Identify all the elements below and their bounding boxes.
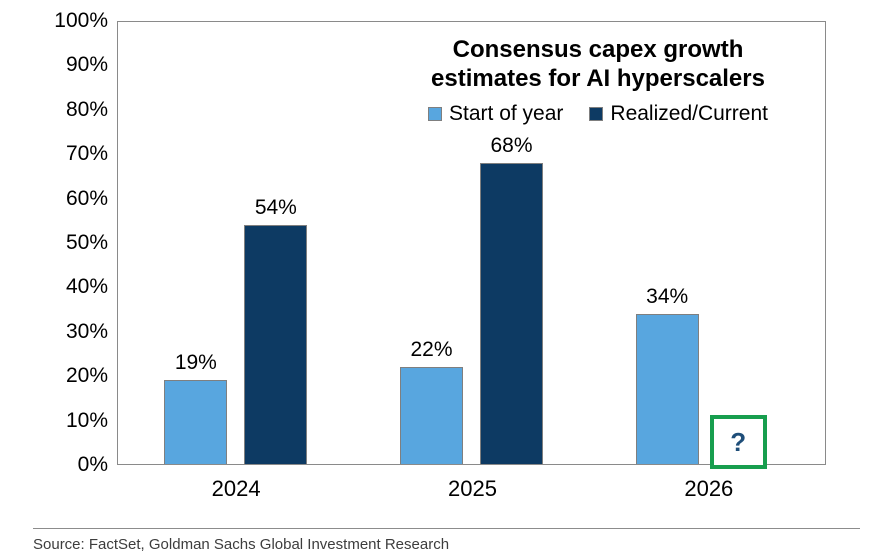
chart-title-line2: estimates for AI hyperscalers [431,65,765,92]
chart-title-line1: Consensus capex growth [452,36,744,63]
y-axis-tick-label-50: 50% [65,231,108,254]
legend-item-start-of-year: Start of year [428,102,563,126]
bars-layer: 19% 54% 22% 68% 34%? [118,22,825,469]
y-axis-tick-label-10: 10% [65,408,108,432]
x-axis-label-2024: 2024 [211,476,261,501]
y-axis-tick-label-60: 60% [65,186,108,210]
bar-value-label-start-of-year-2025: 22% [410,337,453,361]
x-axis: 2024 2025 2026 [118,476,827,506]
legend-swatch-start-of-year-icon [428,107,443,121]
bar-start-of-year-2026 [635,313,699,464]
bar-realized-current-2025 [480,163,543,464]
y-axis-tick-label-40: 40% [65,275,108,299]
y-axis-tick-label-100: 100% [54,9,108,32]
source-text: Source: FactSet, Goldman Sachs Global In… [33,536,450,553]
legend: Start of year Realized/Current [386,102,810,126]
bar-start-of-year-2025 [400,366,463,464]
y-axis-tick-label-70: 70% [65,142,108,166]
y-axis: 0% 10% 20% 30% 40% 50% 60% 70% 80% 90% 100% [0,0,108,560]
y-axis-tick-label-20: 20% [65,364,108,388]
chart-title: Consensus capex growth estimates for AI … [386,35,810,93]
y-axis-tick-label-90: 90% [65,53,108,77]
bar-value-label-realized-current-2025: 68% [490,134,533,158]
legend-label-realized-current: Realized/Current [610,102,768,125]
question-mark: ? [730,426,747,457]
y-axis-tick-label-0: 0% [77,453,108,476]
legend-item-realized-current: Realized/Current [589,102,768,126]
unknown-value-box-2026: ? [709,415,767,469]
x-axis-label-2026: 2026 [684,476,734,501]
x-axis-label-2025: 2025 [448,476,497,501]
bar-value-label-start-of-year-2024: 19% [174,351,217,375]
plot-area: Consensus capex growth estimates for AI … [117,21,826,469]
bar-value-label-realized-current-2024: 54% [254,196,297,220]
bar-start-of-year-2024 [164,380,228,464]
source-divider [33,528,860,529]
y-axis-tick-label-30: 30% [65,319,108,343]
legend-swatch-realized-current-icon [589,107,604,121]
bar-realized-current-2024 [244,225,308,464]
legend-label-start-of-year: Start of year [449,102,564,125]
bar-value-label-start-of-year-2026: 34% [646,284,689,308]
y-axis-tick-label-80: 80% [65,97,108,121]
